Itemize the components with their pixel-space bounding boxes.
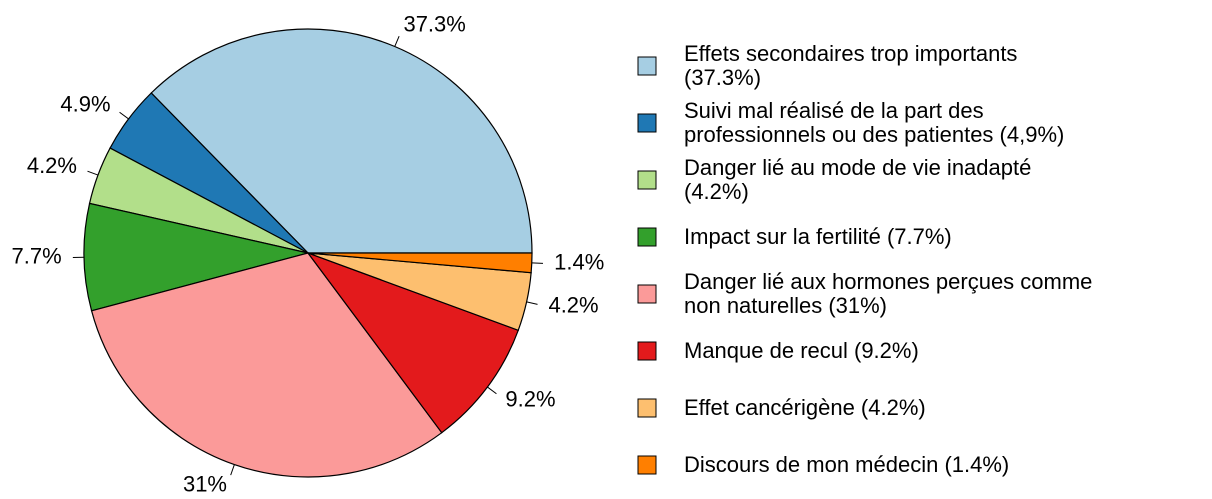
data-label: 37.3%	[403, 12, 465, 37]
legend-label: Danger lié aux hormones perçues comme no…	[684, 269, 1093, 318]
legend-swatch	[637, 113, 657, 133]
legend-swatch	[637, 227, 657, 247]
legend-label: Danger lié au mode de vie inadapté (4.2%…	[684, 155, 1032, 204]
legend-label: Effets secondaires trop importants (37.3…	[684, 41, 1018, 90]
legend-label: Impact sur la fertilité (7.7%)	[684, 224, 952, 249]
label-tick	[394, 35, 400, 47]
pie-slice	[83, 202, 309, 312]
legend-swatch	[637, 455, 657, 475]
label-tick	[87, 170, 99, 176]
label-tick	[487, 386, 497, 395]
data-label: 4.2%	[548, 293, 598, 318]
data-label: 9.2%	[505, 386, 555, 411]
pie-slice	[307, 252, 533, 274]
data-label: 7.7%	[11, 243, 61, 268]
legend-swatch	[637, 56, 657, 76]
legend-label: Discours de mon médecin (1.4%)	[684, 452, 1010, 477]
data-label: 4.9%	[60, 91, 110, 116]
legend-label: Manque de recul (9.2%)	[684, 338, 919, 363]
label-tick	[230, 464, 235, 476]
legend-swatch	[637, 284, 657, 304]
legend-label: Effet cancérigène (4.2%)	[684, 395, 926, 420]
legend-swatch	[637, 341, 657, 361]
legend-label: Suivi mal réalisé de la part des profess…	[684, 98, 1065, 147]
pie-slice	[150, 28, 533, 254]
pie-slice	[306, 251, 520, 434]
data-label: 31%	[183, 472, 227, 497]
legend-swatch	[637, 398, 657, 418]
data-label: 4.2%	[27, 153, 77, 178]
data-label: 1.4%	[554, 250, 604, 275]
label-tick	[526, 301, 538, 305]
label-tick	[119, 111, 129, 120]
legend-swatch	[637, 170, 657, 190]
